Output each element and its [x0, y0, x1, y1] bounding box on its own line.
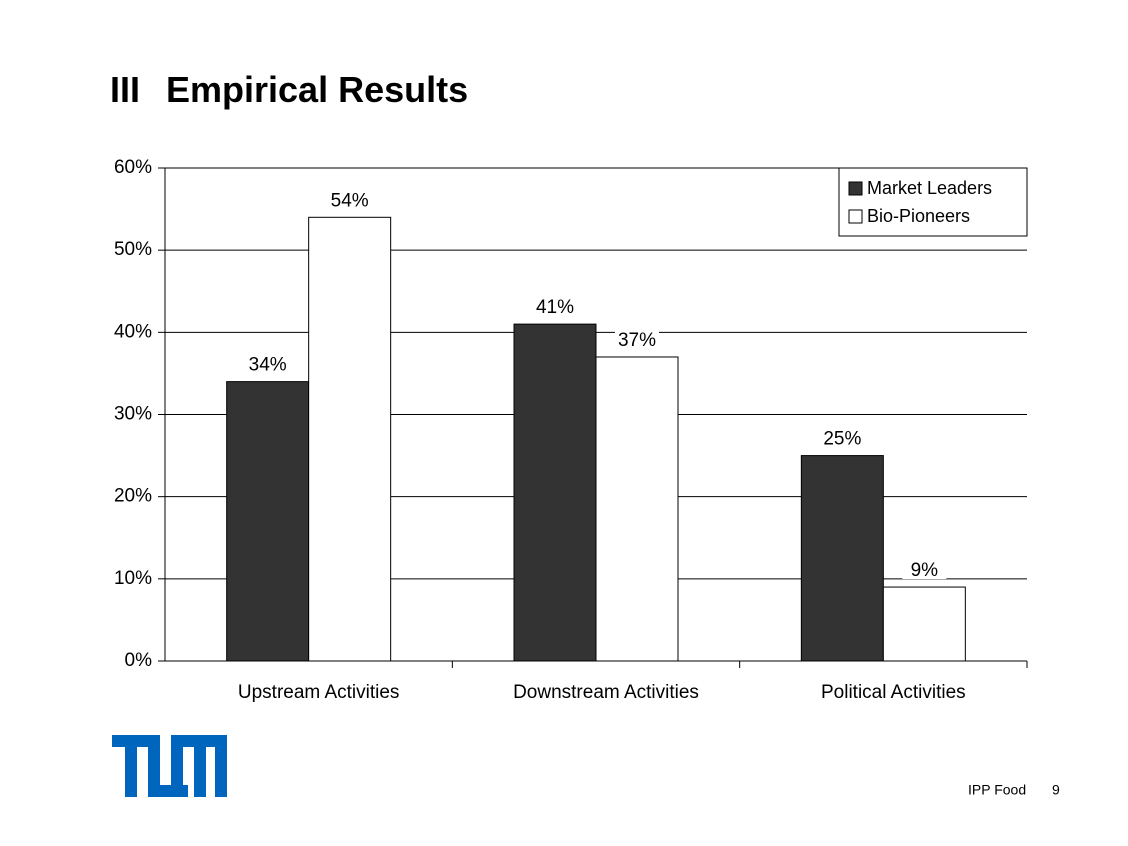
legend-swatch: [848, 181, 863, 196]
value-label: 37%: [618, 330, 656, 351]
y-tick-label: 30%: [114, 404, 152, 425]
legend-swatch: [848, 209, 863, 224]
bar: [882, 586, 966, 662]
x-tick-label: Upstream Activities: [238, 682, 400, 703]
value-label-bg: [533, 296, 577, 317]
value-label-bg: [327, 189, 372, 210]
tum-logo: [112, 735, 227, 797]
y-tick-label: 20%: [114, 486, 152, 507]
value-label-bg: [245, 353, 290, 374]
value-label: 54%: [331, 190, 369, 211]
footer-text: IPP Food: [968, 782, 1026, 798]
bar: [226, 381, 310, 662]
y-tick-label: 40%: [114, 321, 152, 342]
section-number: III: [110, 69, 140, 110]
legend-box: [838, 167, 1028, 237]
x-tick-label: Downstream Activities: [513, 682, 699, 703]
value-label: 41%: [536, 297, 574, 318]
value-label: 9%: [911, 560, 939, 581]
value-label-bg: [902, 559, 947, 580]
bar: [595, 356, 679, 662]
bar: [513, 323, 597, 662]
y-tick-label: 0%: [125, 650, 153, 671]
value-label: 25%: [823, 429, 861, 450]
value-label-bg: [820, 427, 865, 448]
bar: [308, 216, 392, 662]
value-label: 34%: [249, 355, 287, 376]
y-tick-label: 10%: [114, 568, 152, 589]
page-number: 9: [1052, 782, 1060, 798]
slide-title: Empirical Results: [166, 69, 468, 110]
value-label-bg: [615, 328, 659, 349]
x-tick-label: Political Activities: [821, 682, 966, 703]
legend-label: Bio-Pioneers: [867, 206, 970, 226]
y-tick-label: 50%: [114, 239, 152, 260]
y-tick-label: 60%: [114, 157, 152, 178]
bar: [800, 455, 884, 662]
legend-label: Market Leaders: [867, 178, 992, 198]
